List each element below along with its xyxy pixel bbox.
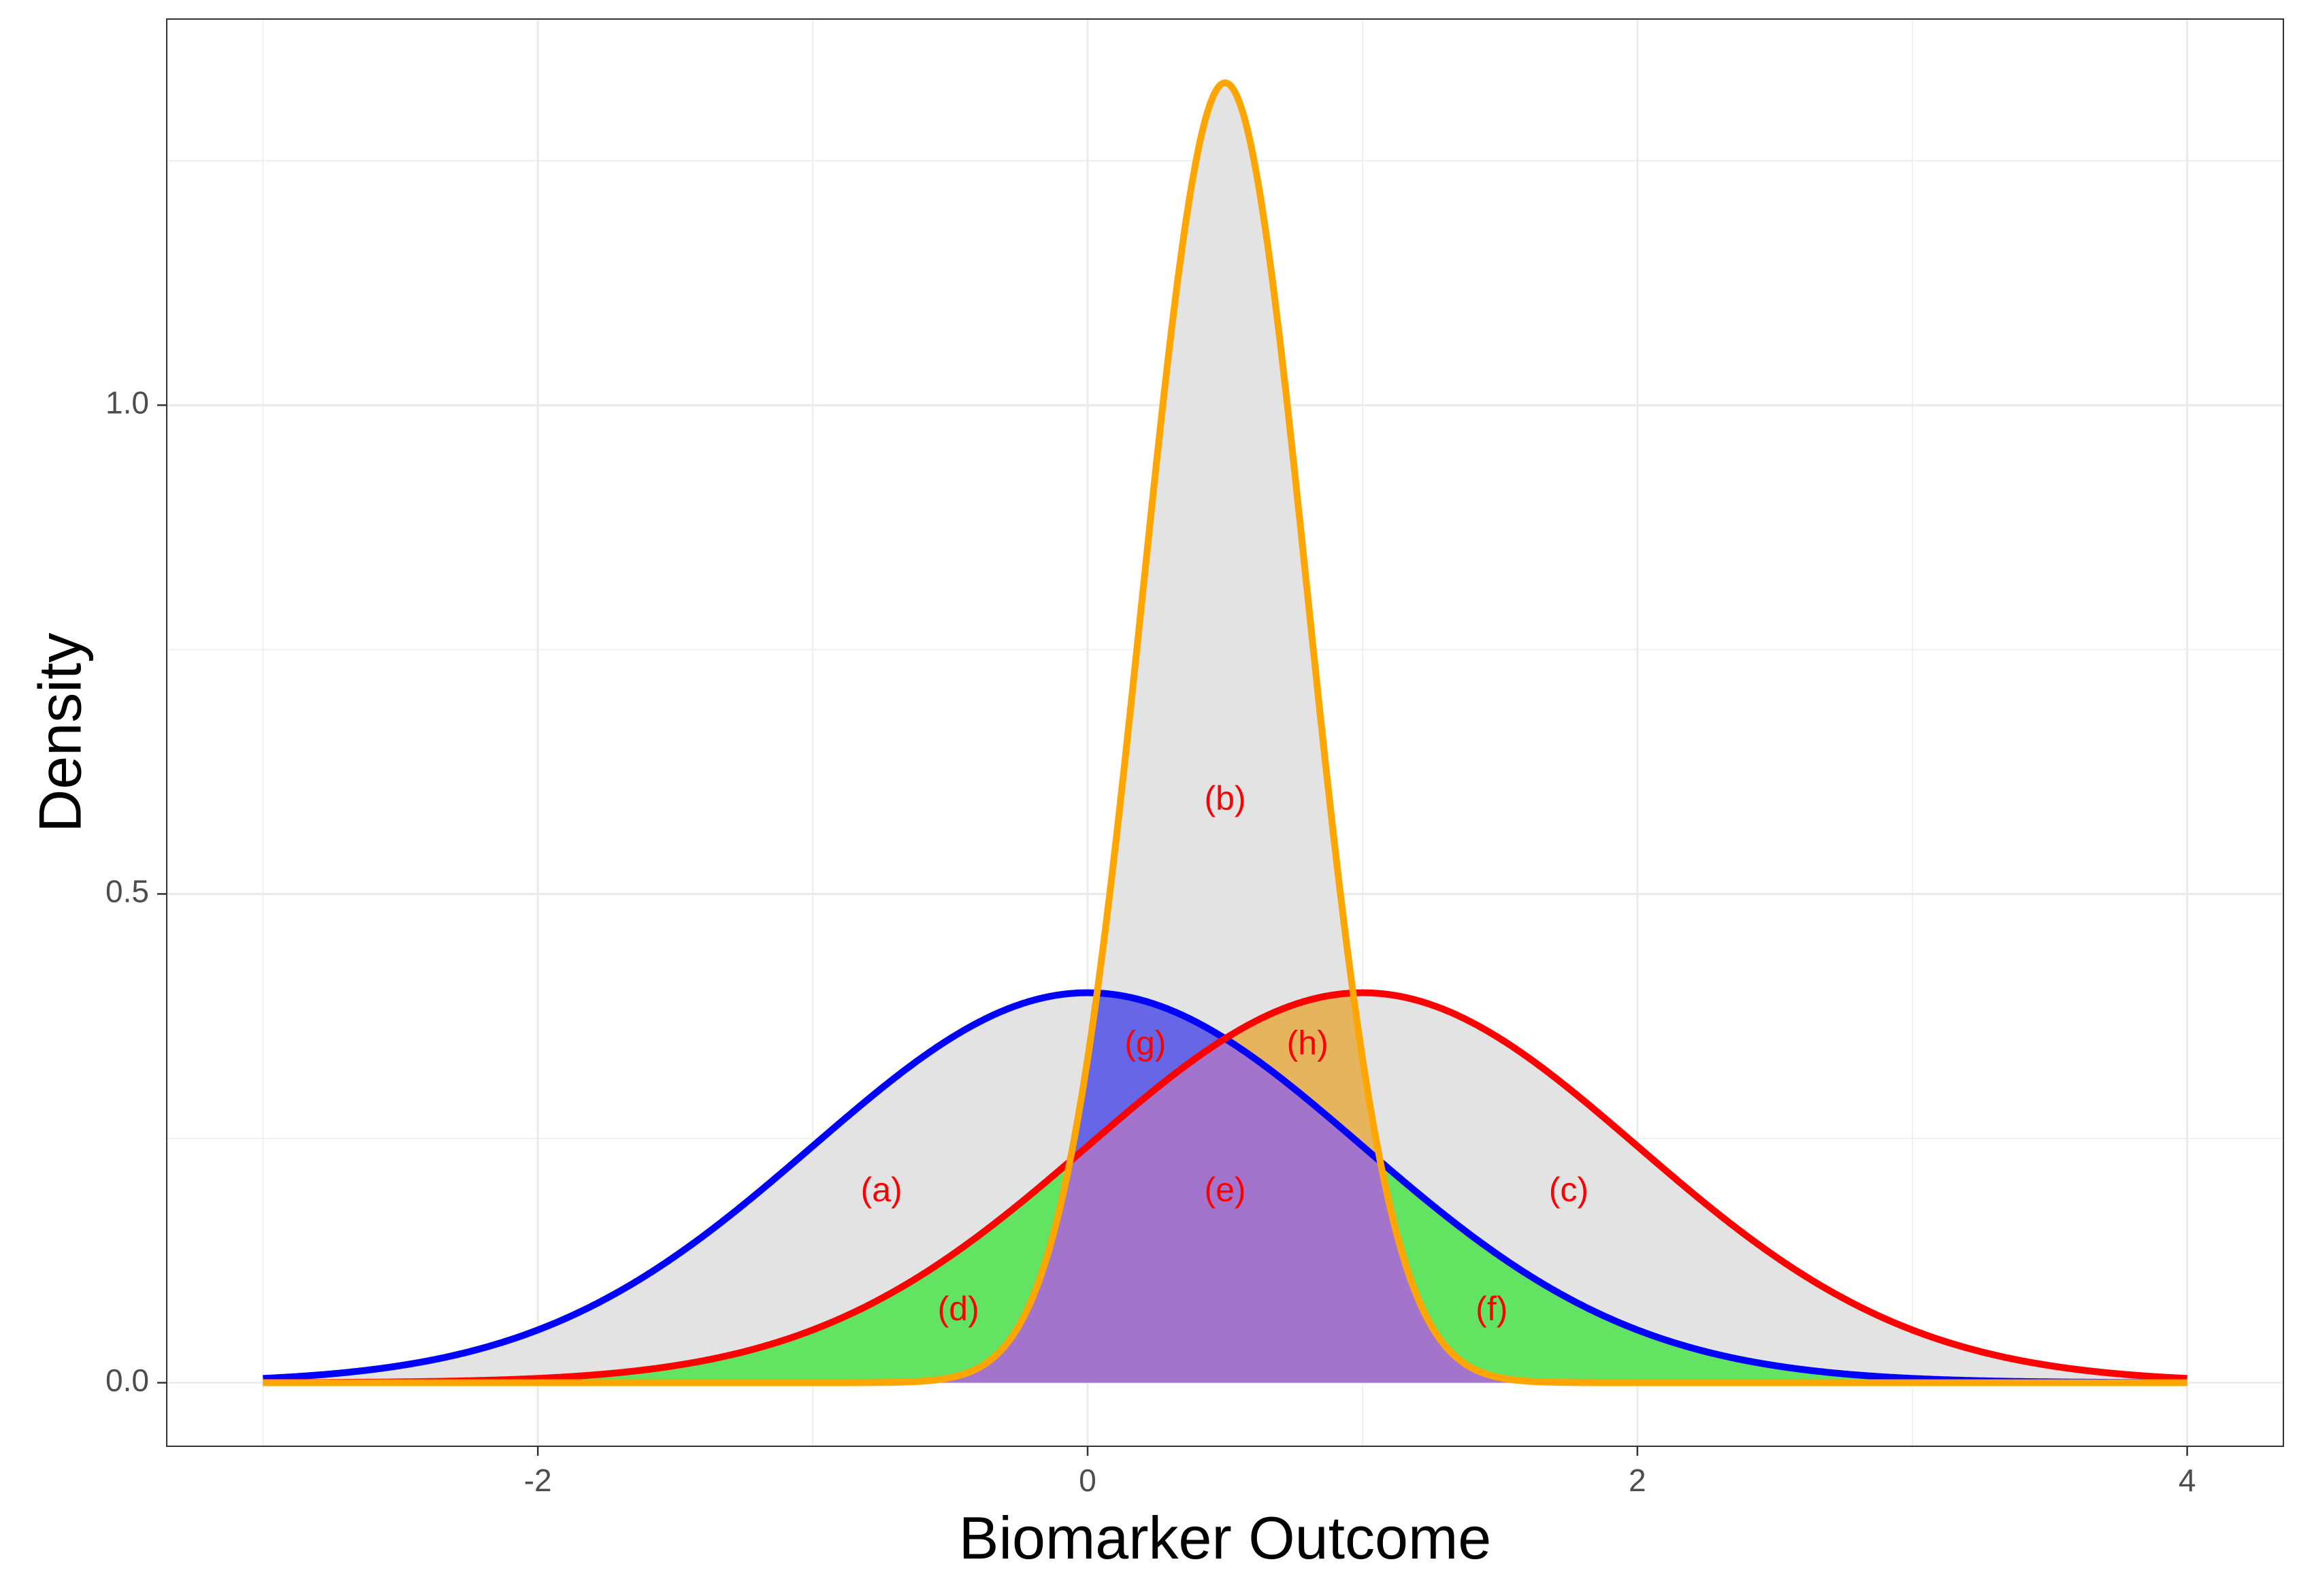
y-axis-title: Density bbox=[26, 633, 93, 832]
fill-layer bbox=[263, 82, 2187, 1383]
axis-layer: -2 0 2 4 0.0 0.5 1.0 bbox=[105, 385, 2196, 1498]
x-axis-title: Biomarker Outcome bbox=[959, 1504, 1491, 1571]
x-tick-label: 0 bbox=[1079, 1463, 1096, 1498]
region-label: (a) bbox=[861, 1171, 902, 1209]
red-density-curve bbox=[261, 989, 2189, 1386]
panel-border bbox=[166, 18, 2284, 1447]
y-tick-label: 0.0 bbox=[105, 1363, 149, 1398]
triple-overlap-fill bbox=[263, 1039, 2187, 1383]
union-region-fill bbox=[263, 82, 2187, 1383]
region-label: (d) bbox=[938, 1290, 979, 1328]
x-tick-label: -2 bbox=[524, 1463, 552, 1498]
x-tick-label: 2 bbox=[1629, 1463, 1646, 1498]
y-tick-label: 0.5 bbox=[105, 874, 149, 909]
x-tick-label: 4 bbox=[2179, 1463, 2196, 1498]
region-label: (e) bbox=[1204, 1171, 1245, 1209]
region-label: (g) bbox=[1124, 1024, 1166, 1062]
region-label-layer: (a) (b) (c) (d) (e) (f) (g) (h) bbox=[861, 779, 1589, 1328]
region-label: (c) bbox=[1549, 1171, 1589, 1209]
y-tick-label: 1.0 bbox=[105, 385, 149, 420]
region-label: (b) bbox=[1204, 779, 1245, 817]
region-label: (h) bbox=[1287, 1024, 1329, 1062]
region-label: (f) bbox=[1476, 1290, 1508, 1328]
curve-layer bbox=[261, 79, 2189, 1386]
orange-density-curve bbox=[261, 79, 2189, 1386]
